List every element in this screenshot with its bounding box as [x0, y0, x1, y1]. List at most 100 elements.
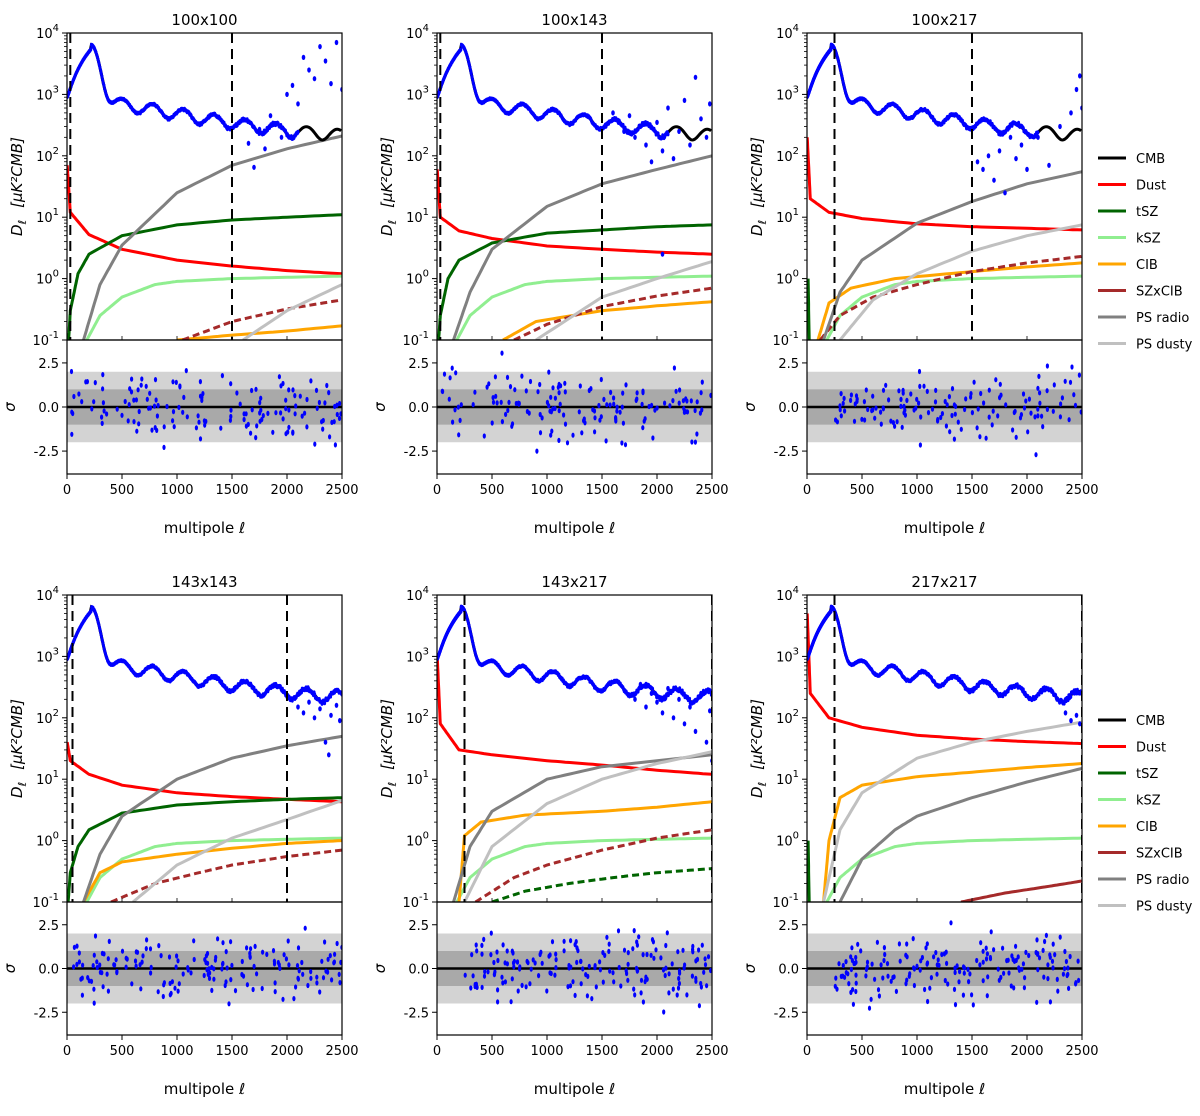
residual-point [580, 430, 584, 436]
residual-point [198, 436, 203, 442]
residual-point [870, 961, 874, 967]
residual-point [105, 411, 109, 417]
residual-point [897, 941, 902, 947]
series-SZxCIB [110, 848, 342, 902]
residual-point [641, 952, 645, 958]
residual-point [482, 973, 487, 979]
scatter-point [1003, 190, 1007, 196]
residual-point [615, 404, 619, 410]
residual-point [227, 1001, 231, 1007]
data-point [470, 635, 474, 640]
residual-point [337, 415, 342, 421]
residual-point [212, 976, 216, 982]
ylabel-resid: σ [1, 402, 19, 412]
residual-point [616, 928, 621, 934]
residual-point [1045, 406, 1049, 412]
residual-point [503, 960, 507, 966]
residual-point [114, 957, 118, 963]
residual-point [562, 938, 566, 944]
residual-point [314, 387, 319, 393]
data-point [651, 686, 655, 692]
residual-point [1023, 975, 1027, 981]
residual-point [512, 964, 516, 970]
residual-point [305, 424, 309, 430]
residual-point [1068, 379, 1073, 385]
scatter-point [622, 128, 626, 134]
ytick-label: 100 [776, 269, 799, 288]
residual-point [953, 411, 957, 417]
residual-point [851, 1001, 856, 1007]
residual-point [276, 959, 280, 966]
residual-point [536, 389, 540, 395]
ylabel-main: Dℓ[μK²CMB] [8, 699, 29, 798]
residual-point [953, 969, 957, 976]
residual-point [301, 971, 305, 977]
residual-point [196, 413, 200, 419]
residual-point [944, 423, 949, 429]
scatter-point [1063, 710, 1068, 716]
residual-point [854, 959, 858, 965]
residual-point [249, 430, 253, 436]
main-frame [436, 32, 713, 341]
residual-point [101, 386, 105, 392]
residual-point [881, 387, 886, 393]
residual-point [1001, 945, 1005, 951]
residual-point [287, 407, 291, 413]
ytick-label: 2.5 [778, 357, 799, 372]
residual-point [978, 962, 982, 968]
series-SZxCIB [960, 879, 1082, 902]
residual-point [230, 962, 234, 969]
xlabel: multipole ℓ [534, 519, 615, 537]
residual-point [690, 439, 694, 445]
ytick-label: 104 [776, 23, 799, 42]
residual-point [483, 969, 487, 975]
scatter-point [327, 752, 331, 758]
scatter-point [660, 148, 665, 154]
residual-point [942, 951, 947, 957]
residual-point [989, 929, 993, 935]
residual-point [592, 408, 597, 414]
scatter-point [1078, 73, 1082, 79]
residual-point [176, 988, 180, 994]
residual-point [986, 974, 990, 980]
residual-point [665, 930, 669, 936]
residual-point [620, 404, 624, 410]
residual-point [241, 973, 246, 979]
residual-point [1058, 934, 1062, 940]
residual-point [1059, 401, 1063, 407]
residual-point [992, 947, 996, 953]
residual-point [192, 956, 196, 963]
residual-point [451, 419, 455, 425]
residual-point [309, 975, 313, 981]
residual-point [1040, 413, 1044, 419]
residual-point [181, 409, 185, 415]
residual-point [911, 936, 915, 942]
residual-point [442, 371, 447, 377]
residual-point [197, 419, 201, 425]
residual-point [985, 993, 989, 999]
residual-point [509, 999, 513, 1005]
residual-point [843, 974, 847, 980]
series-CMB [807, 604, 1082, 704]
scatter-point [312, 715, 317, 721]
residual-point [1046, 976, 1050, 982]
series-Dust [67, 741, 342, 804]
scatter-point [682, 97, 687, 103]
residual-point [883, 951, 887, 958]
ytick-label: 100 [776, 831, 799, 850]
residual-point [323, 939, 327, 945]
residual-point [295, 963, 300, 969]
residual-point [705, 983, 709, 989]
xtick-label: 1000 [160, 483, 193, 498]
data-point [89, 47, 93, 52]
series-CMB [437, 604, 712, 704]
residual-point [1024, 398, 1028, 404]
residual-point [224, 949, 228, 955]
xtick-label: 2500 [1065, 483, 1098, 498]
residual-point [545, 988, 549, 994]
scatter-point [708, 101, 712, 107]
series-CMB [67, 604, 342, 704]
scatter-point [1074, 86, 1079, 93]
residual-point [549, 432, 553, 438]
residual-point [210, 987, 214, 994]
